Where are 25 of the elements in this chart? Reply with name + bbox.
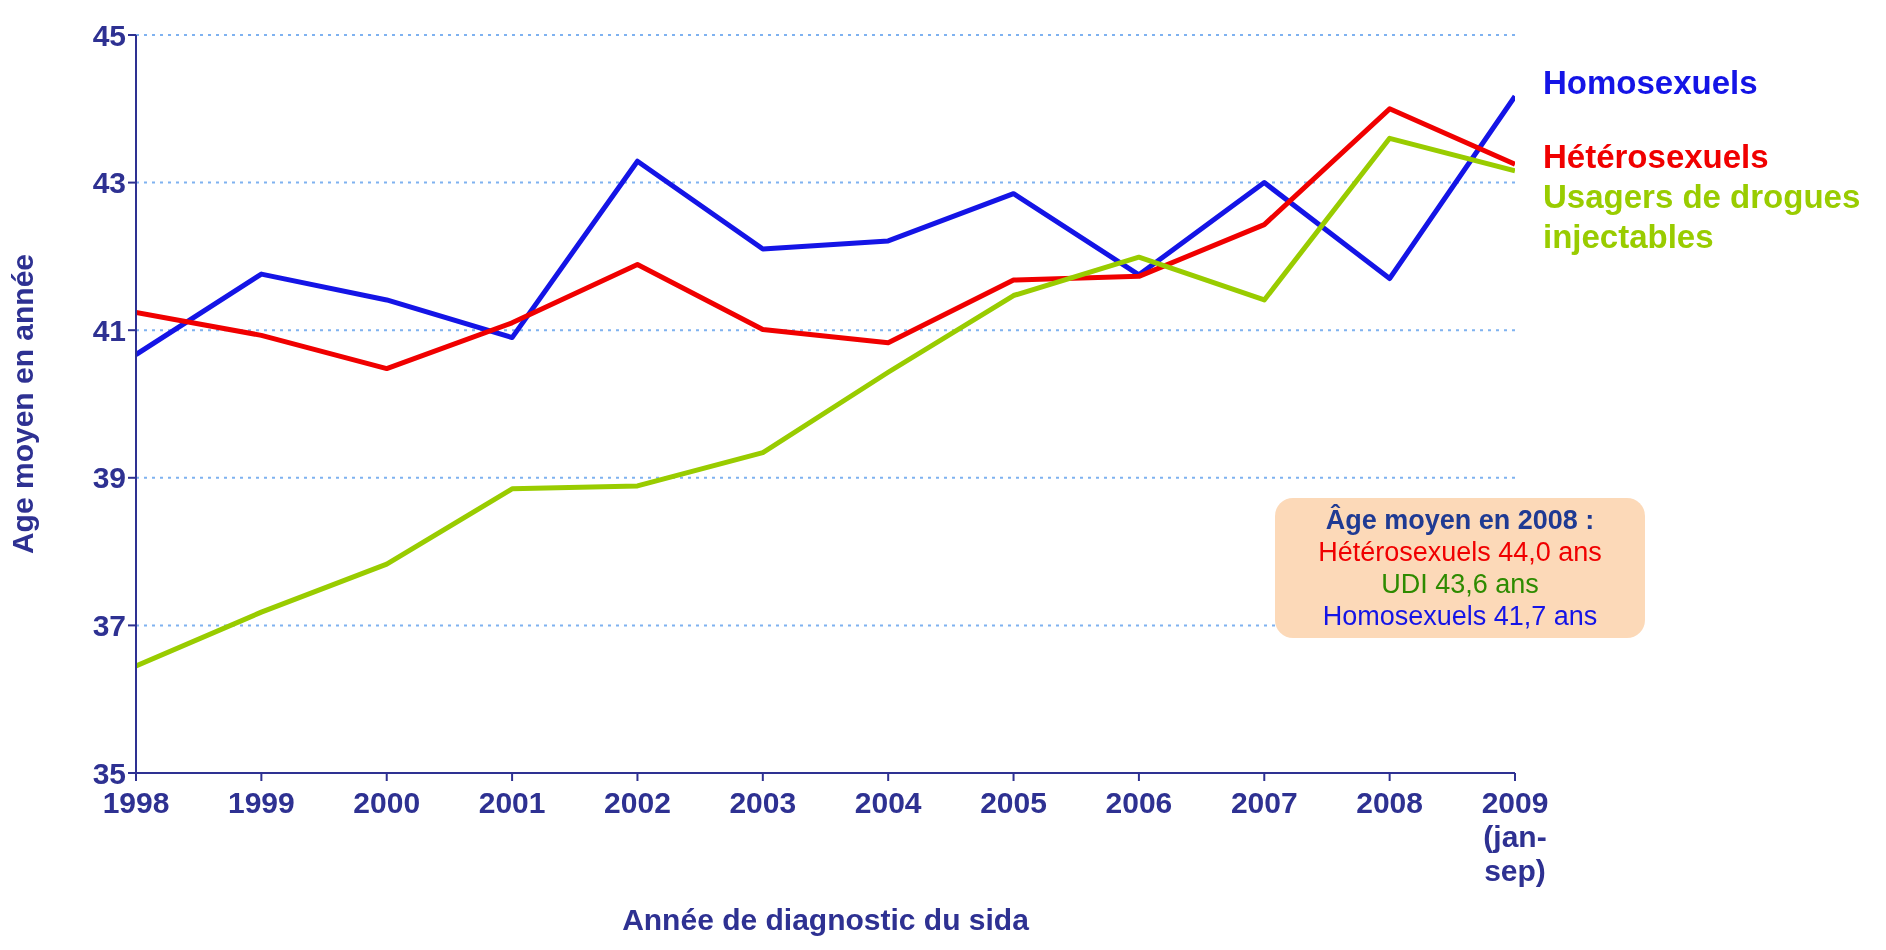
- y-tick-label: 43: [92, 166, 126, 200]
- y-tick-label: 39: [92, 461, 126, 495]
- y-tick-label: 41: [92, 313, 126, 347]
- y-axis-title: Age moyen en année: [5, 253, 39, 555]
- series-label: Homosexuels: [1543, 63, 1759, 103]
- x-tick-label: 2004: [854, 786, 922, 819]
- annotation: Âge moyen en 2008 :: [1324, 504, 1596, 536]
- x-tick-label: 2009 (jan-sep): [1481, 786, 1549, 887]
- series-label: Hétérosexuels: [1543, 137, 1770, 177]
- y-tick-label: 37: [92, 609, 126, 643]
- x-tick-label: 2000: [353, 786, 421, 819]
- x-tick-label: 2006: [1105, 786, 1173, 819]
- x-tick-label: 2008: [1356, 786, 1424, 819]
- x-tick-label: 2003: [729, 786, 797, 819]
- x-tick-label: 2002: [604, 786, 671, 819]
- annotation: UDI 43,6 ans: [1380, 568, 1540, 600]
- x-tick-label: 2001: [478, 786, 546, 819]
- annotation: Hétérosexuels 44,0 ans: [1317, 536, 1603, 568]
- x-tick-label: 2005: [980, 786, 1047, 819]
- y-tick-label: 45: [92, 18, 126, 52]
- x-tick-label: 1999: [227, 786, 295, 819]
- x-axis-title: Année de diagnostic du sida: [622, 903, 1030, 936]
- series-label: Usagers de drogues injectables: [1543, 177, 1862, 257]
- x-tick-label: 2007: [1230, 786, 1298, 819]
- annotation: Homosexuels 41,7 ans: [1321, 600, 1599, 632]
